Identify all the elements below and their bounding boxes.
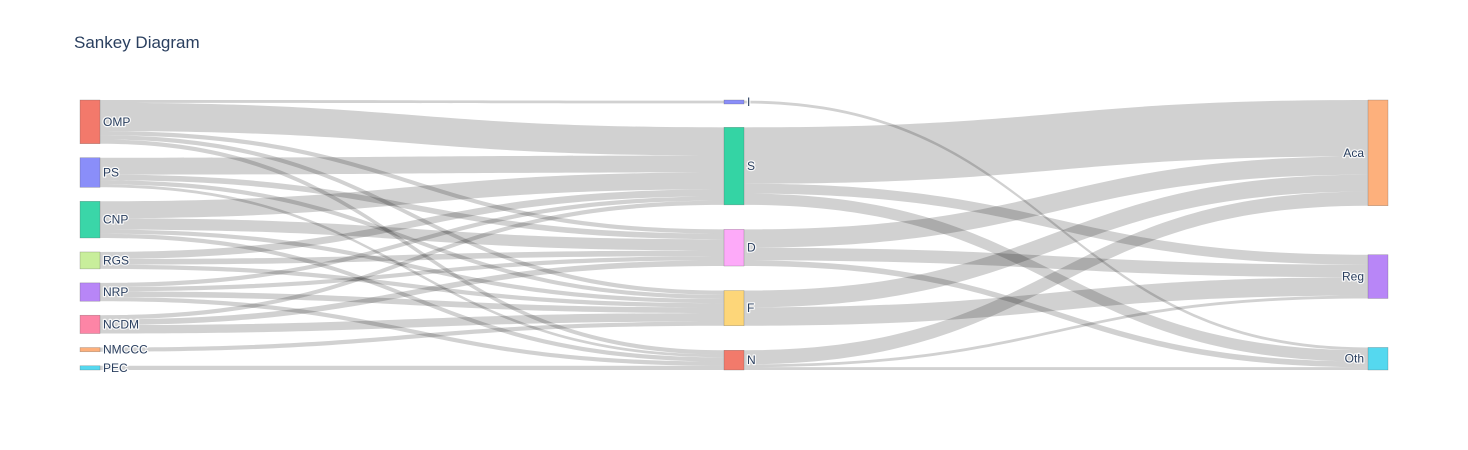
- node-f[interactable]: [723, 290, 745, 327]
- link-s-to-aca[interactable]: [744, 100, 1368, 184]
- node-label-pec: PEC: [103, 361, 128, 375]
- node-label-reg: Reg: [1342, 270, 1364, 284]
- node-label-nrp: NRP: [103, 285, 128, 299]
- node-rgs[interactable]: [79, 251, 101, 270]
- link-nrp-to-d[interactable]: [100, 256, 724, 292]
- chart-title: Sankey Diagram: [74, 33, 200, 52]
- node-omp[interactable]: [79, 99, 101, 144]
- node-s[interactable]: [723, 127, 745, 206]
- node-ncdm[interactable]: [79, 314, 101, 334]
- link-ps-to-d[interactable]: [100, 174, 724, 240]
- link-nrp-to-n[interactable]: [100, 296, 724, 366]
- node-d[interactable]: [723, 229, 745, 267]
- link-n-to-oth[interactable]: [744, 367, 1368, 370]
- link-nrp-to-f[interactable]: [100, 291, 724, 314]
- link-ncdm-to-f[interactable]: [100, 313, 724, 334]
- node-i[interactable]: [723, 99, 745, 105]
- link-ps-to-n[interactable]: [100, 184, 724, 358]
- link-cnp-to-f[interactable]: [100, 229, 724, 304]
- link-cnp-to-s[interactable]: [100, 172, 724, 219]
- link-d-to-reg[interactable]: [744, 247, 1368, 278]
- link-omp-to-s[interactable]: [100, 102, 724, 156]
- link-ps-to-s[interactable]: [100, 155, 724, 175]
- node-cnp[interactable]: [79, 201, 101, 239]
- node-label-rgs: RGS: [103, 253, 129, 267]
- node-label-ncdm: NCDM: [103, 317, 139, 331]
- node-label-cnp: CNP: [103, 213, 128, 227]
- node-nmccc[interactable]: [79, 347, 101, 353]
- link-d-to-oth[interactable]: [744, 260, 1368, 368]
- link-cnp-to-d[interactable]: [100, 218, 724, 251]
- node-label-aca: Aca: [1343, 146, 1364, 160]
- link-pec-to-n[interactable]: [100, 365, 724, 370]
- link-ncdm-to-d[interactable]: [100, 260, 724, 326]
- node-label-n: N: [747, 353, 756, 367]
- node-label-f: F: [747, 301, 754, 315]
- link-n-to-aca[interactable]: [744, 191, 1368, 365]
- link-n-to-reg[interactable]: [744, 295, 1368, 368]
- link-cnp-to-n[interactable]: [100, 233, 724, 362]
- node-pec[interactable]: [79, 365, 101, 371]
- link-s-to-reg[interactable]: [744, 183, 1368, 265]
- node-label-ps: PS: [103, 166, 119, 180]
- labels-layer: OMP PS CNP RGS NRP NCDM NMCCC PEC I S D F N Aca Reg Oth: [102, 94, 1366, 376]
- link-rgs-to-f[interactable]: [100, 264, 724, 308]
- link-nrp-to-s[interactable]: [100, 196, 724, 288]
- links-layer: [100, 100, 1368, 370]
- link-rgs-to-s[interactable]: [100, 189, 724, 260]
- node-label-i: I: [747, 95, 750, 109]
- link-omp-to-n[interactable]: [100, 139, 724, 355]
- node-aca[interactable]: [1367, 99, 1389, 206]
- link-d-to-aca[interactable]: [744, 156, 1368, 248]
- link-omp-to-f[interactable]: [100, 135, 724, 295]
- nodes-layer: [79, 99, 1389, 371]
- link-f-to-aca[interactable]: [744, 174, 1368, 308]
- node-label-oth: Oth: [1345, 352, 1364, 366]
- link-ncdm-to-s[interactable]: [100, 200, 724, 320]
- node-reg[interactable]: [1367, 254, 1389, 299]
- node-label-nmccc: NMCCC: [103, 343, 148, 357]
- link-omp-to-i[interactable]: [100, 100, 724, 104]
- link-rgs-to-d[interactable]: [100, 250, 724, 265]
- link-omp-to-d[interactable]: [100, 131, 724, 234]
- node-n[interactable]: [723, 350, 745, 371]
- link-nmccc-to-f[interactable]: [100, 321, 724, 352]
- link-f-to-reg[interactable]: [744, 277, 1368, 326]
- node-nrp[interactable]: [79, 282, 101, 302]
- node-ps[interactable]: [79, 157, 101, 188]
- node-label-omp: OMP: [103, 115, 130, 129]
- node-label-s: S: [747, 159, 755, 173]
- node-oth[interactable]: [1367, 347, 1389, 371]
- node-label-d: D: [747, 241, 756, 255]
